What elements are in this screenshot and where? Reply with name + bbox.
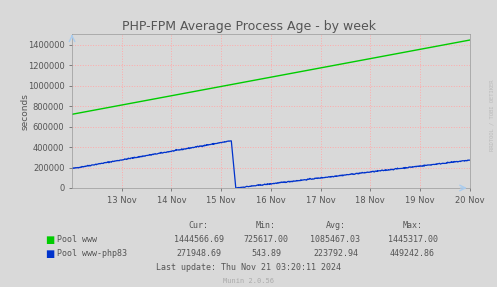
Text: 1445317.00: 1445317.00: [388, 235, 437, 244]
Text: 1444566.69: 1444566.69: [174, 235, 224, 244]
Text: 271948.69: 271948.69: [176, 249, 221, 259]
Text: ■: ■: [45, 249, 54, 259]
Text: Max:: Max:: [403, 221, 422, 230]
Text: 543.89: 543.89: [251, 249, 281, 259]
Text: Pool www: Pool www: [57, 235, 97, 244]
Y-axis label: seconds: seconds: [20, 93, 29, 130]
Text: RRDTOOL / TOBI OETIKER: RRDTOOL / TOBI OETIKER: [490, 79, 495, 151]
Text: 449242.86: 449242.86: [390, 249, 435, 259]
Text: Avg:: Avg:: [326, 221, 345, 230]
Text: Min:: Min:: [256, 221, 276, 230]
Text: Last update: Thu Nov 21 03:20:11 2024: Last update: Thu Nov 21 03:20:11 2024: [156, 263, 341, 272]
Text: Munin 2.0.56: Munin 2.0.56: [223, 278, 274, 284]
Text: Cur:: Cur:: [189, 221, 209, 230]
Text: 223792.94: 223792.94: [313, 249, 358, 259]
Text: PHP-FPM Average Process Age - by week: PHP-FPM Average Process Age - by week: [121, 20, 376, 33]
Text: ■: ■: [45, 235, 54, 245]
Text: 725617.00: 725617.00: [244, 235, 288, 244]
Text: 1085467.03: 1085467.03: [311, 235, 360, 244]
Text: Pool www-php83: Pool www-php83: [57, 249, 127, 259]
